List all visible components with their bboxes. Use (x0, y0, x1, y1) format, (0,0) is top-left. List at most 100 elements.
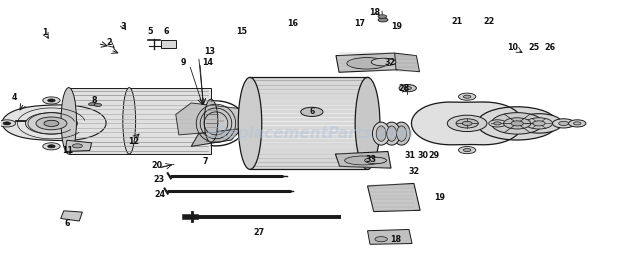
Circle shape (463, 95, 471, 98)
Circle shape (375, 237, 388, 242)
Text: 6: 6 (164, 27, 169, 36)
Text: 30: 30 (417, 151, 428, 160)
Circle shape (494, 122, 501, 125)
Circle shape (36, 117, 67, 130)
Ellipse shape (393, 122, 410, 145)
Text: 12: 12 (128, 137, 140, 146)
Circle shape (559, 121, 569, 125)
Text: 31: 31 (405, 151, 416, 160)
Polygon shape (368, 230, 412, 244)
Circle shape (44, 120, 59, 126)
Text: 19: 19 (391, 22, 402, 31)
Text: 13: 13 (204, 47, 215, 56)
Ellipse shape (123, 88, 136, 154)
Text: 25: 25 (528, 43, 539, 52)
FancyBboxPatch shape (69, 88, 211, 154)
Ellipse shape (383, 122, 401, 145)
Text: 27: 27 (254, 227, 265, 236)
Circle shape (515, 114, 562, 133)
Circle shape (574, 122, 581, 125)
Text: 4: 4 (12, 93, 17, 102)
Polygon shape (2, 105, 106, 141)
Circle shape (43, 97, 60, 104)
Text: 5: 5 (148, 27, 153, 36)
Circle shape (399, 85, 417, 92)
Ellipse shape (355, 77, 380, 169)
Text: 32: 32 (385, 58, 396, 67)
Ellipse shape (376, 126, 386, 141)
Text: 17: 17 (354, 19, 365, 28)
Circle shape (404, 87, 412, 90)
Ellipse shape (61, 88, 76, 154)
Ellipse shape (387, 126, 397, 141)
Text: 32: 32 (409, 168, 420, 177)
FancyBboxPatch shape (250, 77, 368, 169)
Circle shape (491, 113, 543, 134)
Circle shape (0, 120, 16, 127)
Text: 22: 22 (484, 17, 495, 26)
Text: 28: 28 (399, 84, 410, 93)
Text: 26: 26 (544, 43, 556, 52)
Ellipse shape (397, 126, 407, 141)
Circle shape (458, 146, 476, 154)
Polygon shape (65, 140, 92, 152)
Ellipse shape (373, 122, 390, 145)
Circle shape (552, 119, 575, 128)
Circle shape (25, 113, 78, 134)
Circle shape (569, 120, 586, 127)
Polygon shape (368, 183, 420, 212)
Ellipse shape (238, 77, 262, 169)
Ellipse shape (345, 156, 382, 165)
Polygon shape (336, 53, 398, 72)
Polygon shape (412, 102, 523, 145)
Circle shape (463, 149, 471, 152)
Circle shape (48, 99, 55, 102)
Ellipse shape (204, 99, 218, 142)
Circle shape (48, 145, 55, 148)
Circle shape (525, 118, 552, 129)
Circle shape (301, 107, 323, 116)
Text: 29: 29 (428, 151, 440, 160)
Ellipse shape (371, 58, 396, 66)
Text: eReplacementParts.com: eReplacementParts.com (206, 126, 414, 141)
Text: 24: 24 (155, 190, 166, 199)
Text: 20: 20 (151, 161, 162, 170)
Circle shape (511, 121, 523, 126)
Text: 33: 33 (365, 155, 376, 164)
Text: 8: 8 (92, 96, 97, 105)
Text: 14: 14 (202, 58, 213, 67)
Circle shape (533, 121, 545, 126)
Circle shape (456, 119, 478, 128)
Text: 3: 3 (120, 22, 126, 31)
Text: 2: 2 (106, 38, 112, 47)
Text: 6: 6 (64, 218, 70, 228)
Text: 9: 9 (181, 58, 187, 67)
Polygon shape (395, 53, 420, 72)
Text: 1: 1 (43, 28, 48, 37)
Polygon shape (335, 152, 391, 168)
Circle shape (43, 143, 60, 150)
Text: 18: 18 (370, 8, 381, 17)
Text: 11: 11 (62, 146, 73, 155)
Circle shape (458, 93, 476, 100)
Circle shape (73, 144, 82, 148)
Text: 23: 23 (153, 175, 164, 184)
Text: 16: 16 (287, 19, 298, 28)
Ellipse shape (365, 157, 386, 164)
Circle shape (462, 121, 472, 125)
Circle shape (503, 118, 531, 129)
FancyBboxPatch shape (161, 40, 175, 48)
Text: 10: 10 (507, 43, 518, 52)
Text: 18: 18 (390, 235, 401, 244)
Circle shape (477, 107, 557, 140)
Circle shape (89, 103, 96, 106)
Circle shape (94, 104, 102, 106)
Circle shape (378, 15, 387, 18)
Circle shape (3, 122, 11, 125)
Text: 15: 15 (236, 27, 247, 36)
Circle shape (489, 120, 506, 127)
Polygon shape (191, 128, 242, 146)
Polygon shape (175, 103, 247, 135)
Text: 19: 19 (435, 193, 445, 202)
Polygon shape (61, 211, 82, 221)
